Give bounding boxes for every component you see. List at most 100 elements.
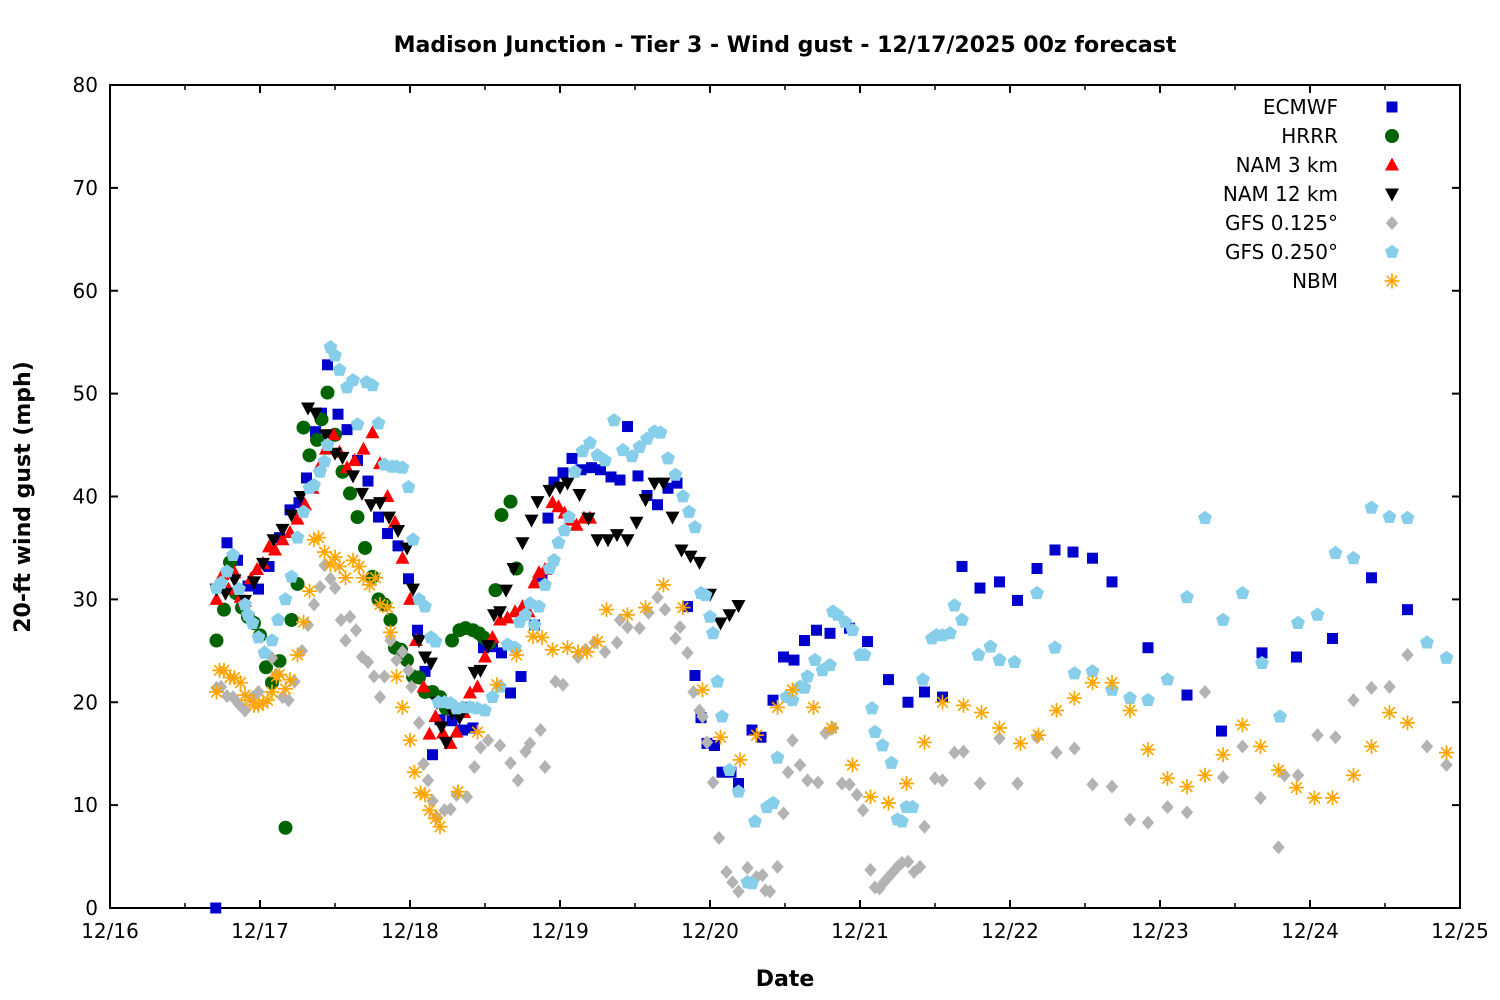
data-point bbox=[793, 758, 807, 773]
data-point bbox=[770, 750, 785, 764]
data-point bbox=[332, 558, 347, 574]
data-point bbox=[992, 720, 1007, 736]
data-point bbox=[257, 645, 272, 659]
asterisk-spoke bbox=[408, 766, 421, 779]
data-point bbox=[899, 776, 914, 792]
data-point bbox=[265, 633, 279, 647]
asterisk-spoke bbox=[279, 682, 292, 695]
data-point bbox=[324, 571, 337, 586]
data-point bbox=[478, 703, 492, 717]
asterisk-spoke bbox=[1347, 769, 1360, 782]
asterisk-spoke bbox=[297, 616, 310, 628]
data-point bbox=[1087, 552, 1098, 564]
data-point bbox=[245, 615, 260, 629]
asterisk-spoke bbox=[333, 560, 346, 573]
data-point bbox=[732, 884, 745, 899]
data-point bbox=[505, 687, 516, 699]
x-axis-label: Date bbox=[756, 967, 815, 992]
data-point bbox=[647, 477, 662, 491]
data-point bbox=[696, 709, 709, 724]
data-point bbox=[1013, 735, 1028, 751]
asterisk-spoke bbox=[1142, 743, 1154, 756]
data-point bbox=[412, 670, 426, 685]
data-point bbox=[365, 425, 380, 439]
data-point bbox=[692, 556, 707, 570]
data-point bbox=[1031, 727, 1046, 743]
data-point bbox=[504, 755, 517, 770]
data-point bbox=[284, 509, 299, 523]
data-point bbox=[569, 517, 584, 531]
data-point bbox=[478, 649, 492, 663]
data-point bbox=[895, 814, 909, 828]
data-point bbox=[1256, 647, 1268, 659]
data-point bbox=[515, 537, 530, 551]
data-point bbox=[948, 745, 961, 760]
data-point bbox=[671, 477, 683, 489]
data-point bbox=[345, 552, 361, 568]
data-point bbox=[412, 635, 426, 649]
data-point bbox=[499, 584, 513, 598]
data-point bbox=[1272, 840, 1285, 855]
asterisk-spoke bbox=[284, 673, 296, 686]
data-point bbox=[1215, 747, 1231, 763]
data-point bbox=[474, 740, 487, 755]
asterisk-spoke bbox=[734, 753, 746, 766]
data-point bbox=[741, 860, 754, 875]
data-point bbox=[416, 679, 431, 693]
data-point bbox=[994, 576, 1005, 588]
data-point bbox=[916, 672, 930, 686]
data-point bbox=[1030, 585, 1044, 600]
data-point bbox=[343, 609, 357, 624]
data-point bbox=[478, 642, 489, 654]
asterisk-spoke bbox=[1386, 275, 1398, 287]
data-point bbox=[601, 534, 615, 548]
data-point bbox=[610, 529, 624, 543]
data-point bbox=[1011, 776, 1024, 791]
data-point bbox=[350, 417, 365, 431]
asterisk-spoke bbox=[1217, 748, 1229, 761]
data-point bbox=[290, 530, 305, 544]
data-point bbox=[801, 773, 814, 788]
asterisk-spoke bbox=[714, 731, 727, 744]
data-point bbox=[682, 601, 693, 613]
x-tick-label: 12/16 bbox=[81, 919, 139, 943]
data-point bbox=[358, 540, 372, 555]
data-point bbox=[799, 635, 810, 647]
asterisk-spoke bbox=[1199, 769, 1211, 782]
asterisk-spoke bbox=[696, 684, 709, 696]
asterisk-spoke bbox=[266, 686, 278, 698]
data-point bbox=[1049, 544, 1061, 556]
data-point bbox=[715, 709, 729, 723]
plot-area: 12/16 12/17 12/18 12/19 12/20 12/21 12/22 12/23… bbox=[73, 73, 1489, 943]
data-point bbox=[629, 516, 644, 530]
data-point bbox=[470, 679, 485, 693]
data-point bbox=[1086, 777, 1099, 792]
data-point bbox=[311, 530, 326, 546]
data-point bbox=[351, 558, 367, 574]
data-point bbox=[616, 442, 630, 457]
data-point bbox=[1050, 745, 1063, 760]
asterisk-spoke bbox=[303, 585, 316, 598]
asterisk-spoke bbox=[771, 701, 784, 714]
data-point bbox=[470, 724, 485, 740]
data-point bbox=[662, 482, 674, 494]
data-point bbox=[766, 795, 780, 809]
data-point bbox=[428, 810, 443, 826]
asterisk-spoke bbox=[291, 649, 304, 661]
data-point bbox=[364, 499, 378, 513]
data-point bbox=[857, 647, 872, 661]
data-point bbox=[598, 453, 612, 467]
asterisk-spoke bbox=[312, 531, 325, 544]
nam-12-km-legend-marker-icon bbox=[1385, 188, 1399, 202]
data-point bbox=[402, 663, 415, 678]
data-point bbox=[633, 621, 646, 636]
data-point bbox=[349, 623, 363, 638]
data-point bbox=[1085, 664, 1100, 678]
data-point bbox=[971, 647, 986, 661]
data-point bbox=[607, 413, 621, 427]
data-point bbox=[993, 731, 1006, 746]
data-point bbox=[1198, 510, 1212, 525]
asterisk-spoke bbox=[1401, 716, 1414, 729]
data-point bbox=[1104, 675, 1120, 691]
data-point bbox=[974, 705, 989, 721]
